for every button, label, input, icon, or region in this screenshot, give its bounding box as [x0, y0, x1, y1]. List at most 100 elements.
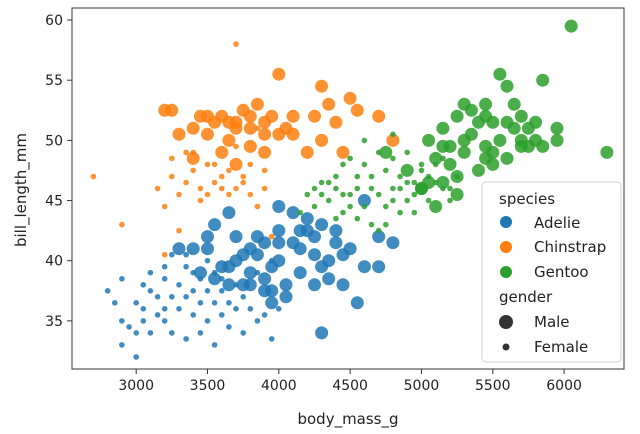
point-chinstrap-female [161, 203, 168, 210]
point-gentoo-female [333, 173, 339, 180]
point-chinstrap-male [258, 145, 272, 159]
point-adelie-female [211, 342, 218, 348]
legend-box [481, 181, 622, 363]
point-adelie-female [226, 324, 232, 330]
point-gentoo-female [361, 137, 368, 144]
point-gentoo-female [354, 173, 361, 180]
point-chinstrap-male [350, 103, 364, 117]
point-adelie-male [286, 206, 300, 220]
point-adelie-female [119, 318, 125, 324]
point-chinstrap-female [90, 173, 97, 180]
point-chinstrap-female [233, 41, 239, 47]
point-adelie-female [233, 306, 239, 312]
point-gentoo-female [390, 131, 396, 138]
point-chinstrap-female [176, 227, 182, 234]
x-tick-label: 5000 [404, 378, 440, 394]
point-adelie-male [329, 224, 343, 238]
point-gentoo-female [318, 191, 325, 198]
point-adelie-female [204, 318, 211, 324]
point-chinstrap-male [300, 145, 314, 159]
point-adelie-male [386, 236, 400, 250]
point-adelie-male [229, 254, 243, 268]
point-gentoo-female [297, 209, 304, 216]
y-tick-label: 50 [45, 133, 63, 149]
point-adelie-male [315, 326, 329, 340]
point-chinstrap-male [186, 151, 200, 165]
point-adelie-female [190, 288, 196, 294]
point-adelie-male [300, 212, 314, 226]
point-chinstrap-female [219, 185, 225, 192]
point-gentoo-female [425, 197, 432, 204]
point-gentoo-female [383, 167, 389, 174]
legend-marker-adelie [500, 216, 512, 228]
point-gentoo-female [347, 203, 353, 210]
point-chinstrap-male [315, 133, 329, 147]
point-adelie-male [258, 272, 272, 286]
data-points [90, 19, 614, 360]
point-chinstrap-female [240, 179, 246, 186]
point-gentoo-male [472, 163, 485, 177]
point-adelie-male [357, 260, 371, 274]
point-adelie-female [261, 312, 268, 318]
point-gentoo-female [354, 215, 361, 222]
point-adelie-male [308, 278, 321, 292]
point-gentoo-male [500, 79, 514, 93]
point-adelie-male [172, 242, 186, 256]
point-gentoo-female [333, 215, 339, 222]
point-gentoo-female [390, 155, 396, 162]
point-chinstrap-female [233, 185, 239, 192]
point-gentoo-male [457, 145, 471, 159]
point-chinstrap-male [215, 109, 229, 123]
point-chinstrap-female [169, 173, 175, 180]
y-tick-label: 60 [45, 13, 63, 29]
point-chinstrap-male [201, 127, 214, 141]
point-chinstrap-female [169, 155, 175, 162]
point-gentoo-female [447, 185, 453, 192]
point-adelie-male [243, 242, 257, 256]
point-gentoo-female [383, 203, 389, 210]
point-gentoo-male [507, 97, 521, 111]
point-adelie-female [147, 288, 154, 294]
point-chinstrap-female [197, 197, 204, 204]
point-chinstrap-male [372, 109, 386, 123]
point-gentoo-male [600, 145, 614, 159]
point-adelie-male [315, 218, 329, 232]
axis-ticks: 3000 3500 4000 4500 5000 5500 6000 35 40 45 50 55 60 [45, 13, 582, 394]
point-chinstrap-female [211, 161, 218, 168]
point-chinstrap-female [190, 167, 196, 174]
point-adelie-female [119, 342, 125, 348]
legend-label-chinstrap: Chinstrap [534, 238, 606, 256]
point-adelie-male [372, 260, 386, 274]
point-gentoo-female [397, 173, 403, 180]
point-gentoo-female [404, 197, 411, 204]
point-chinstrap-male [250, 97, 264, 111]
point-chinstrap-female [183, 179, 189, 186]
point-chinstrap-male [243, 109, 257, 123]
point-adelie-male [293, 224, 307, 238]
point-chinstrap-female [268, 233, 275, 240]
point-adelie-female [197, 330, 204, 336]
point-gentoo-male [550, 133, 564, 147]
legend-label-adelie: Adelie [534, 214, 580, 232]
point-adelie-female [133, 354, 139, 360]
point-gentoo-female [361, 161, 368, 168]
point-adelie-male [272, 236, 286, 250]
point-adelie-male [243, 266, 257, 280]
point-adelie-female [276, 306, 282, 312]
point-adelie-female [183, 263, 189, 270]
point-adelie-female [104, 288, 111, 294]
x-tick-label: 5500 [475, 378, 511, 394]
point-chinstrap-male [315, 79, 329, 93]
point-adelie-male [293, 242, 307, 256]
point-chinstrap-male [229, 121, 243, 135]
point-chinstrap-female [197, 185, 204, 192]
point-gentoo-male [550, 121, 564, 135]
point-gentoo-male [457, 133, 471, 147]
point-adelie-female [119, 276, 125, 282]
point-gentoo-female [340, 209, 346, 216]
legend-size-title: gender [499, 288, 553, 306]
legend-label-male: Male [534, 313, 570, 331]
point-adelie-female [183, 336, 189, 342]
legend-marker-female [502, 343, 510, 351]
